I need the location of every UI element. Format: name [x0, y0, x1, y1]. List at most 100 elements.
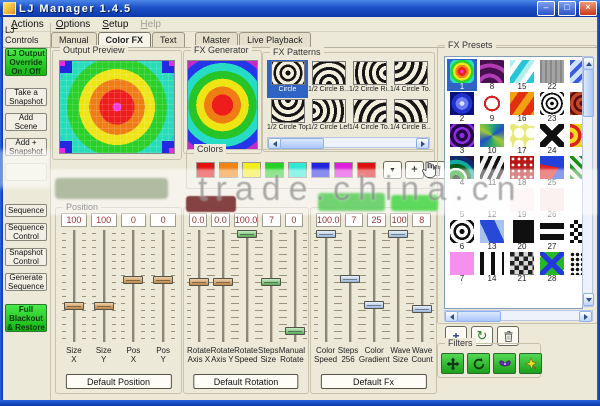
size-y-slider[interactable]: [91, 230, 116, 342]
slider-thumb[interactable]: [340, 275, 360, 283]
fx-preset-partial[interactable]: [567, 123, 582, 155]
tab-manual[interactable]: Manual: [51, 32, 97, 47]
fx-preset-8[interactable]: 8: [477, 59, 507, 91]
fx-preset-5[interactable]: 5: [447, 187, 477, 219]
slider-thumb[interactable]: [123, 276, 144, 284]
fx-preset-17[interactable]: 17: [507, 123, 537, 155]
rotate-axis-x-slider[interactable]: [187, 230, 211, 342]
manual-rotate-slider[interactable]: [283, 230, 307, 342]
slider-thumb[interactable]: [285, 327, 305, 335]
default-fx-button[interactable]: Default Fx: [320, 374, 427, 389]
scroll-right-button[interactable]: [416, 138, 429, 149]
fx-preset-14[interactable]: 14: [477, 251, 507, 283]
fx-preset-partial[interactable]: [567, 187, 582, 219]
slider-thumb[interactable]: [316, 230, 336, 238]
slider-thumb[interactable]: [63, 302, 84, 310]
fx-preset-2[interactable]: 2: [447, 91, 477, 123]
sidebar-button-blank-4[interactable]: [5, 163, 47, 181]
menu-setup[interactable]: Setup: [102, 18, 129, 30]
fx-preset-26[interactable]: 26: [537, 187, 567, 219]
slider-thumb[interactable]: [237, 230, 257, 238]
fx-preset-6[interactable]: 6: [447, 219, 477, 251]
close-button[interactable]: ×: [579, 1, 597, 16]
rotation-value-2[interactable]: 100.0: [233, 213, 259, 227]
pos-x-slider[interactable]: [121, 230, 146, 342]
refres h-preset-button[interactable]: ↻: [471, 326, 493, 346]
color-swatch-1[interactable]: [196, 162, 215, 178]
fx-preset-11[interactable]: 11: [477, 155, 507, 187]
slider-thumb[interactable]: [189, 278, 209, 286]
sidebar-button-take-a-snapshot[interactable]: Take a Snapshot: [5, 88, 47, 106]
color-speed-slider[interactable]: [314, 230, 338, 342]
fx-preset-partial[interactable]: [567, 251, 582, 283]
fx-value-2[interactable]: 25: [367, 213, 386, 227]
default-rotation-button[interactable]: Default Rotation: [193, 374, 299, 389]
pos-y-slider[interactable]: [151, 230, 176, 342]
color-swatch-2[interactable]: [219, 162, 238, 178]
slider-thumb[interactable]: [412, 305, 432, 313]
wave-size-slider[interactable]: [386, 230, 410, 342]
title-bar[interactable]: LJ Manager 1.4.5 – □ ×: [0, 0, 600, 17]
filter-rotate-button[interactable]: [467, 353, 490, 374]
position-value-2[interactable]: 0: [120, 213, 147, 227]
scroll-right-button[interactable]: [579, 311, 592, 322]
scroll-down-button[interactable]: [583, 293, 594, 306]
fx-preset-25[interactable]: 25: [537, 155, 567, 187]
rotation-value-0[interactable]: 0.0: [189, 213, 208, 227]
color-swatch-7[interactable]: [334, 162, 353, 178]
fx-preset-10[interactable]: 10: [477, 123, 507, 155]
tab-master[interactable]: Master: [194, 32, 239, 47]
color-swatch-6[interactable]: [311, 162, 330, 178]
fx-pattern-circle-0[interactable]: Circle: [267, 60, 308, 98]
scrollbar-thumb[interactable]: [583, 69, 594, 117]
fx-preset-23[interactable]: 23: [537, 91, 567, 123]
slider-thumb[interactable]: [93, 302, 114, 310]
fx-preset-20[interactable]: 20: [507, 219, 537, 251]
fx-pattern-1-2-circle-left-5[interactable]: 1/2 Circle Left: [308, 98, 349, 136]
sidebar-button-add-snapshot[interactable]: Add + Snapshot: [5, 138, 47, 156]
fx-preset-partial[interactable]: [567, 219, 582, 251]
fx-preset-partial[interactable]: [567, 59, 582, 91]
filter-butterfly-button[interactable]: [493, 353, 516, 374]
steps-size-slider[interactable]: [259, 230, 283, 342]
fx-value-3[interactable]: 100: [389, 213, 409, 227]
rotation-value-4[interactable]: 0: [284, 213, 304, 227]
color-swatch-5[interactable]: [288, 162, 307, 178]
fx-preset-27[interactable]: 27: [537, 219, 567, 251]
menu-actions[interactable]: Actions: [11, 18, 44, 30]
slider-thumb[interactable]: [153, 276, 174, 284]
filter-move-button[interactable]: [441, 353, 464, 374]
wave-count-slider[interactable]: [410, 230, 434, 342]
fx-value-4[interactable]: 8: [412, 213, 432, 227]
fx-patterns-scrollbar[interactable]: [267, 137, 430, 149]
tab-color-fx[interactable]: Color FX: [97, 32, 152, 47]
rotation-value-3[interactable]: 7: [262, 213, 281, 227]
sidebar-button-sequence-control[interactable]: Sequence Control: [5, 223, 47, 241]
minimize-button[interactable]: –: [537, 1, 555, 16]
size-x-slider[interactable]: [61, 230, 86, 342]
fx-preset-partial[interactable]: [567, 155, 582, 187]
sidebar-button-sequence[interactable]: Sequence: [5, 204, 47, 217]
color-swatch-3[interactable]: [242, 162, 261, 178]
sidebar-button-snapshot-control[interactable]: Snapshot Control: [5, 248, 47, 266]
presets-vertical-scrollbar[interactable]: [582, 56, 594, 307]
fx-pattern-1-4-circle-to-3[interactable]: 1/4 Circle To...: [390, 60, 431, 98]
fx-preset-13[interactable]: 13: [477, 219, 507, 251]
tab-text[interactable]: Text: [152, 32, 185, 47]
default-position-button[interactable]: Default Position: [65, 374, 172, 389]
scrollbar-thumb[interactable]: [457, 311, 501, 322]
fx-preset-partial[interactable]: [567, 91, 582, 123]
steps-256-slider[interactable]: [338, 230, 362, 342]
sidebar-button-lj-output-override-on-off[interactable]: LJ Output Override On / Off: [5, 48, 47, 76]
slider-thumb[interactable]: [213, 278, 233, 286]
fx-preset-21[interactable]: 21: [507, 251, 537, 283]
position-value-3[interactable]: 0: [150, 213, 176, 227]
sidebar-button-full-blackout-restore[interactable]: Full Blackout & Restore: [5, 304, 47, 332]
fx-pattern-1-2-circle-b-1[interactable]: 1/2 Circle B...: [308, 60, 349, 98]
fx-preset-12[interactable]: 12: [477, 187, 507, 219]
fx-preset-7[interactable]: 7: [447, 251, 477, 283]
presets-horizontal-scrollbar[interactable]: [444, 310, 593, 322]
sidebar-button-add-scene[interactable]: Add Scene: [5, 113, 47, 131]
fx-preset-9[interactable]: 9: [477, 91, 507, 123]
delete-preset-button[interactable]: [497, 326, 519, 346]
